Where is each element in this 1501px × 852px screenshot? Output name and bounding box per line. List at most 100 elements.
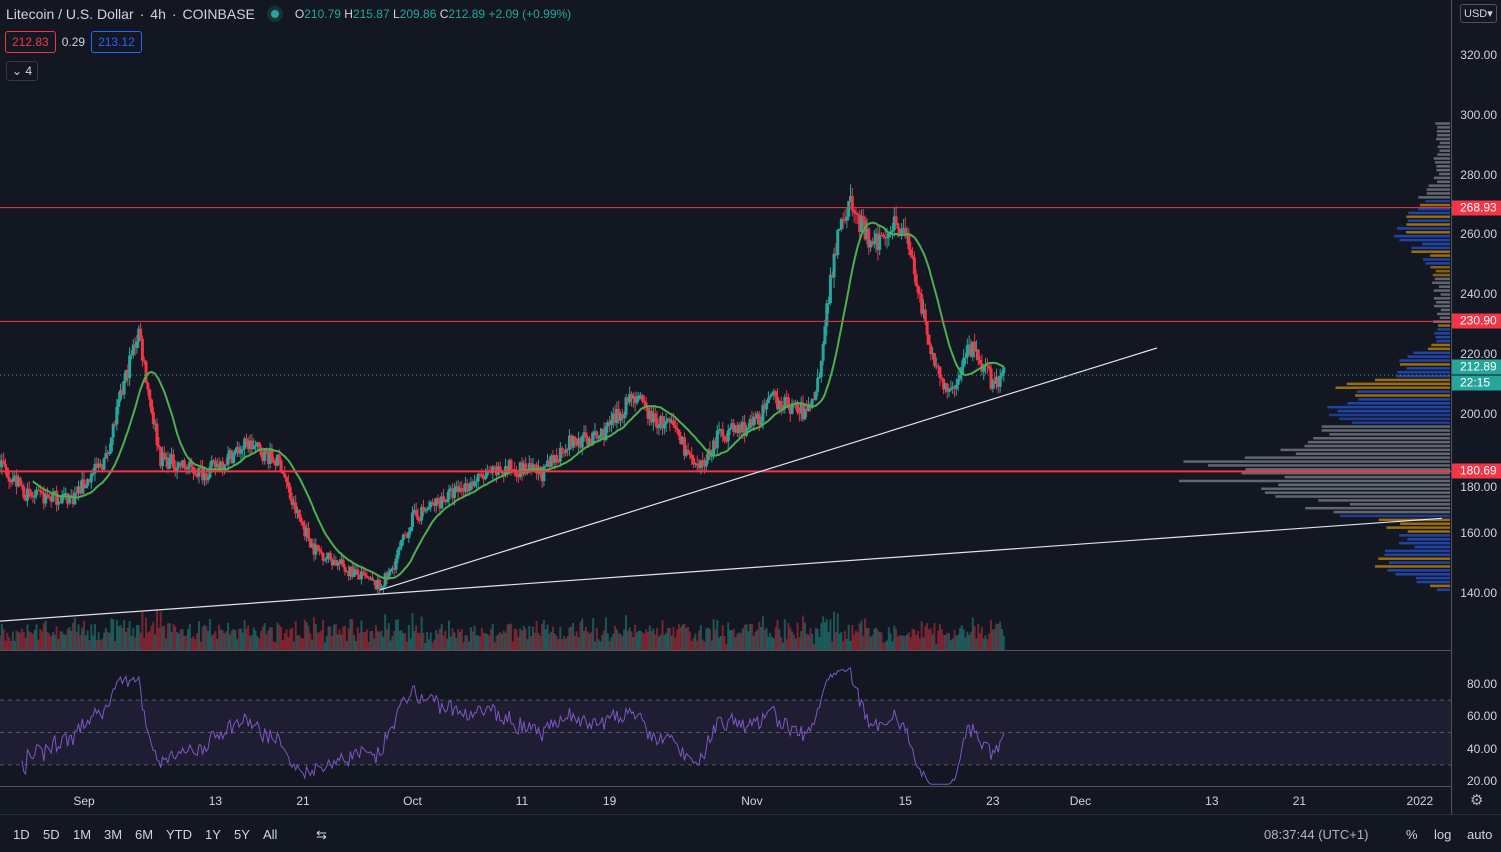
- volume-bar: [480, 627, 483, 650]
- volume-bar: [566, 636, 569, 650]
- candle-body: [611, 413, 615, 421]
- candle-body: [533, 464, 537, 466]
- volume-bar: [398, 630, 401, 650]
- range-6m[interactable]: 6M: [135, 827, 154, 842]
- volume-bar: [876, 630, 879, 650]
- volume-bar: [685, 628, 688, 650]
- candle-body: [880, 234, 884, 236]
- price-axis[interactable]: USD▾ 320.00 300.00 280.00 260.00 240.00 220.0…: [1451, 0, 1501, 814]
- volume-bar: [940, 629, 943, 650]
- candle-body: [232, 453, 236, 464]
- volume-bar: [39, 629, 42, 650]
- volume-bar: [41, 631, 44, 650]
- candle-body: [739, 424, 743, 432]
- candle-body: [969, 344, 973, 357]
- volume-bar: [935, 644, 938, 650]
- candle-body: [261, 455, 265, 462]
- currency-select[interactable]: USD▾: [1460, 4, 1497, 23]
- candle-body: [370, 577, 374, 581]
- volume-bar: [265, 634, 268, 650]
- pane-separator[interactable]: [0, 650, 1451, 651]
- candle-body: [77, 486, 81, 494]
- volume-bar: [500, 633, 503, 650]
- range-1m[interactable]: 1M: [73, 827, 92, 842]
- volume-bar: [281, 640, 284, 650]
- candle-body: [861, 216, 865, 221]
- range-5d[interactable]: 5D: [43, 827, 60, 842]
- percent-toggle[interactable]: %: [1406, 827, 1418, 842]
- range-1d[interactable]: 1D: [13, 827, 30, 842]
- volume-bar: [933, 622, 936, 650]
- volume-bar: [774, 627, 777, 650]
- candle-body: [743, 422, 747, 436]
- symbol-name[interactable]: Litecoin / U.S. Dollar: [6, 6, 134, 22]
- range-5y[interactable]: 5Y: [234, 827, 250, 842]
- sell-button[interactable]: 212.83: [5, 31, 56, 53]
- log-toggle[interactable]: log: [1434, 827, 1452, 842]
- volume-bar: [604, 617, 607, 650]
- candle-body: [849, 196, 852, 202]
- price-chart[interactable]: [0, 0, 1451, 786]
- range-1y[interactable]: 1Y: [205, 827, 221, 842]
- volume-bar: [482, 632, 485, 650]
- volume-bar: [577, 637, 580, 650]
- volume-bar: [225, 631, 228, 650]
- volume-bar: [988, 633, 991, 650]
- volume-profile-bar: [1339, 514, 1450, 518]
- volume-bar: [70, 630, 73, 650]
- volume-bar: [141, 612, 144, 650]
- volume-profile-bar: [1349, 503, 1450, 506]
- volume-bar: [895, 628, 898, 650]
- volume-bar: [112, 619, 115, 650]
- settings-gear-icon[interactable]: ⚙: [1470, 792, 1484, 809]
- volume-bar: [951, 638, 954, 650]
- candle-body: [100, 466, 104, 470]
- date-range-icon[interactable]: ⇆: [316, 827, 327, 842]
- volume-bar: [384, 614, 387, 650]
- range-ytd[interactable]: YTD: [166, 827, 192, 842]
- volume-profile-bar: [1318, 499, 1450, 502]
- rsi-line: [21, 667, 1005, 785]
- volume-bar: [435, 630, 438, 650]
- volume-bar: [48, 633, 51, 650]
- candle-body: [175, 467, 179, 472]
- candle-body: [266, 452, 270, 464]
- volume-bar: [997, 623, 1000, 650]
- volume-profile-bar: [1280, 448, 1450, 452]
- auto-toggle[interactable]: auto: [1467, 827, 1493, 842]
- volume-bar: [333, 624, 336, 650]
- volume-profile-bar: [1436, 164, 1450, 168]
- volume-bar: [823, 622, 826, 650]
- volume-bar: [842, 641, 845, 650]
- time-axis[interactable]: Sep 13 21 Oct 11 19 Nov 15 23 Dec 13 21 2022: [0, 786, 1451, 814]
- volume-bar: [385, 628, 388, 650]
- volume-bar: [190, 638, 193, 650]
- indicators-toggle[interactable]: ⌄ 4: [6, 61, 39, 81]
- candle-body: [783, 396, 787, 409]
- volume-bar: [854, 630, 857, 650]
- candle-body: [922, 309, 925, 314]
- candle-body: [350, 566, 354, 577]
- candle-body: [148, 389, 152, 400]
- volume-bar: [320, 630, 323, 650]
- candle-body: [856, 214, 860, 216]
- candle-body: [903, 227, 907, 237]
- range-3m[interactable]: 3M: [104, 827, 123, 842]
- buy-button[interactable]: 213.12: [91, 31, 142, 53]
- volume-bar: [968, 634, 971, 650]
- candle-body: [485, 470, 489, 476]
- candle-body: [504, 466, 508, 475]
- interval[interactable]: 4h: [150, 6, 166, 22]
- price-tick: 260.00: [1460, 227, 1497, 242]
- volume-bar: [322, 619, 325, 650]
- candle-body: [863, 220, 867, 240]
- range-all[interactable]: All: [263, 827, 278, 842]
- level-price-tag: 180.69: [1452, 463, 1501, 479]
- volume-bar: [336, 634, 339, 650]
- candle-body: [578, 438, 582, 448]
- volume-bar: [953, 629, 956, 650]
- volume-bar: [637, 630, 640, 650]
- candle-body: [332, 560, 336, 566]
- candle-body: [918, 292, 922, 295]
- volume-bar: [698, 630, 701, 650]
